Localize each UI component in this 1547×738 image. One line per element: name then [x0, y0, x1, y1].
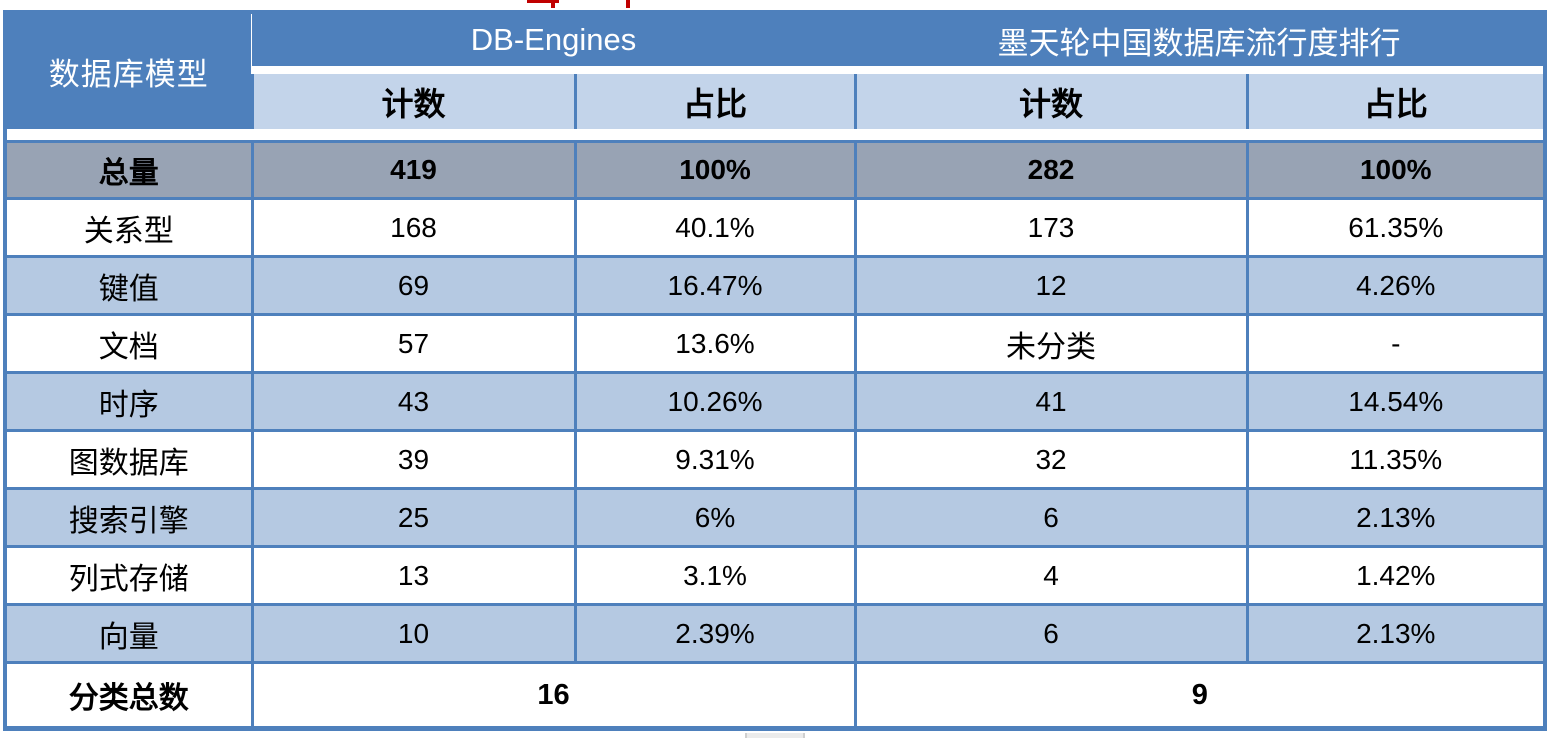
data-cell: 16.47%: [573, 255, 856, 315]
db-engines-category-total: 16: [250, 661, 856, 729]
data-cell: 13.6%: [573, 313, 856, 373]
row-label: 图数据库: [5, 429, 252, 489]
subheader-mtl-count: 计数: [853, 74, 1248, 129]
row-label: 分类总数: [5, 661, 252, 729]
data-cell: 9.31%: [573, 429, 856, 489]
corner-header-database-model: 数据库模型: [5, 12, 252, 129]
row-label: 总量: [5, 140, 252, 199]
table-row-total: 总量 419 100% 282 100%: [5, 140, 1546, 199]
data-cell: 2.13%: [1245, 603, 1546, 663]
header-body-gap-row: [5, 129, 1546, 142]
row-label: 搜索引擎: [5, 487, 252, 547]
data-cell: 39: [250, 429, 575, 489]
data-cell-unclassified: 未分类: [853, 313, 1248, 373]
data-cell: 10: [250, 603, 575, 663]
data-cell: 1.42%: [1245, 545, 1546, 605]
data-cell: -: [1245, 313, 1546, 373]
data-cell: 41: [853, 371, 1248, 431]
data-cell: 25: [250, 487, 575, 547]
row-label: 时序: [5, 371, 252, 431]
table-row-document: 文档 57 13.6% 未分类 -: [5, 313, 1546, 373]
group-header-db-engines: DB-Engines: [252, 12, 856, 66]
data-cell: 6%: [573, 487, 856, 547]
table-row-category-totals: 分类总数 16 9: [5, 661, 1546, 729]
database-model-comparison-table: 数据库模型 DB-Engines 墨天轮中国数据库流行度排行 计数 占比 计数 …: [3, 10, 1547, 731]
data-cell: 173: [853, 197, 1248, 257]
table-row-time-series: 时序 43 10.26% 41 14.54%: [5, 371, 1546, 431]
table-row-vector: 向量 10 2.39% 6 2.13%: [5, 603, 1546, 663]
subheader-row: 计数 占比 计数 占比: [5, 74, 1546, 129]
cropped-red-mark: [527, 0, 559, 3]
data-cell: 100%: [1245, 140, 1546, 199]
subheader-mtl-pct: 占比: [1245, 74, 1546, 129]
data-cell: 6: [853, 487, 1248, 547]
table-row-relational: 关系型 168 40.1% 173 61.35%: [5, 197, 1546, 257]
data-cell: 282: [853, 140, 1248, 199]
data-cell: 168: [250, 197, 575, 257]
data-cell: 12: [853, 255, 1248, 315]
data-cell: 43: [250, 371, 575, 431]
cropped-gray-artifact: [745, 733, 805, 738]
cropped-red-mark: [626, 0, 630, 8]
header-group-row: 数据库模型 DB-Engines 墨天轮中国数据库流行度排行: [5, 12, 1546, 129]
data-cell: 14.54%: [1245, 371, 1546, 431]
motianlun-category-total: 9: [853, 661, 1546, 729]
data-cell: 4.26%: [1245, 255, 1546, 315]
header-gap-row: [5, 66, 1546, 74]
subheader-db-count: 计数: [250, 74, 575, 129]
data-cell: 6: [853, 603, 1248, 663]
subheader-db-pct: 占比: [573, 74, 856, 129]
data-cell: 2.13%: [1245, 487, 1546, 547]
row-label: 向量: [5, 603, 252, 663]
data-cell: 4: [853, 545, 1248, 605]
data-cell: 3.1%: [573, 545, 856, 605]
data-cell: 40.1%: [573, 197, 856, 257]
table-row-search-engine: 搜索引擎 25 6% 6 2.13%: [5, 487, 1546, 547]
row-label: 键值: [5, 255, 252, 315]
cropped-red-mark: [551, 0, 555, 8]
data-cell: 32: [853, 429, 1248, 489]
row-label: 文档: [5, 313, 252, 373]
group-header-motianlun: 墨天轮中国数据库流行度排行: [855, 12, 1546, 66]
data-cell: 69: [250, 255, 575, 315]
data-cell: 13: [250, 545, 575, 605]
data-cell: 419: [250, 140, 575, 199]
row-label: 关系型: [5, 197, 252, 257]
table-row-column-store: 列式存储 13 3.1% 4 1.42%: [5, 545, 1546, 605]
data-cell: 100%: [573, 140, 856, 199]
table-row-key-value: 键值 69 16.47% 12 4.26%: [5, 255, 1546, 315]
data-cell: 2.39%: [573, 603, 856, 663]
table-row-graph: 图数据库 39 9.31% 32 11.35%: [5, 429, 1546, 489]
row-label: 列式存储: [5, 545, 252, 605]
data-cell: 11.35%: [1245, 429, 1546, 489]
data-cell: 57: [250, 313, 575, 373]
data-cell: 10.26%: [573, 371, 856, 431]
data-cell: 61.35%: [1245, 197, 1546, 257]
